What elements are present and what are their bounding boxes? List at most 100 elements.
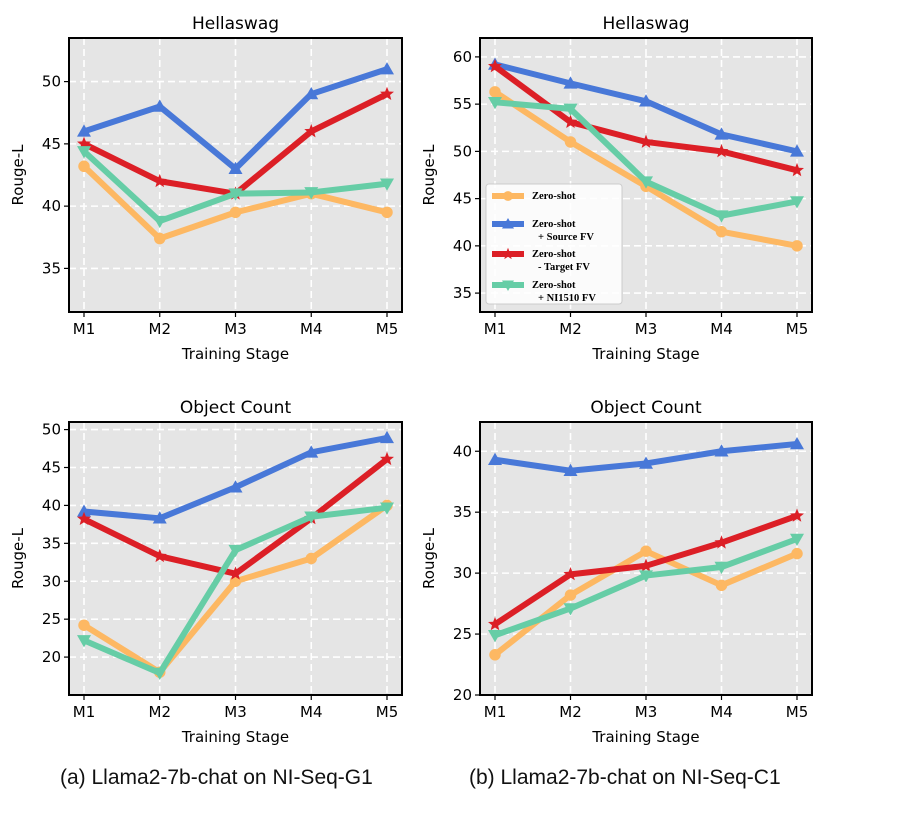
chart-panel-3: M1 M2 M3 M4 M5 20 25 30 35 40 45 50 Object Count Trai…: [9, 398, 403, 746]
data-point-source: [77, 124, 91, 137]
data-point-zeroshot: [489, 649, 501, 661]
chart-title: Hellaswag: [192, 14, 279, 34]
data-point-zeroshot: [489, 86, 501, 98]
data-point-ni1510: [77, 146, 91, 159]
data-point-ni1510: [488, 630, 502, 643]
y-tick-label: 45: [453, 190, 472, 208]
data-point-target: [77, 511, 91, 526]
legend-label-source: + Source FV: [538, 232, 594, 243]
data-point-source: [380, 430, 394, 444]
y-tick-label: 35: [42, 259, 61, 277]
x-tick-label: M3: [224, 703, 247, 721]
x-tick-label: M4: [300, 320, 323, 338]
data-point-source: [639, 456, 653, 469]
y-tick-label: 40: [453, 442, 472, 460]
x-tick-label: M3: [224, 320, 247, 338]
data-point-zeroshot: [381, 206, 393, 219]
data-point-source: [304, 87, 319, 100]
chart-panel-1: M1 M2 M3 M4 M5 35 40 45 50 Hellaswag Training Stag…: [9, 14, 403, 363]
x-tick-label: M5: [786, 703, 809, 721]
legend-label-ni1510: + NI1510 FV: [538, 293, 596, 304]
y-tick-label: 45: [42, 135, 61, 153]
data-point-ni1510: [304, 187, 319, 200]
caption-b: (b) Llama2-7b-chat on NI-Seq-C1: [469, 766, 781, 789]
data-point-ni1510: [563, 603, 578, 616]
data-point-ni1510: [790, 533, 804, 546]
data-point-source: [228, 161, 243, 175]
y-tick-label: 35: [453, 284, 472, 302]
data-point-zeroshot: [78, 160, 90, 173]
chart-title: Hellaswag: [602, 14, 689, 34]
x-tick-label: M1: [73, 703, 96, 721]
x-tick-label: M5: [376, 703, 399, 721]
data-point-zeroshot: [78, 619, 90, 631]
data-point-ni1510: [639, 570, 653, 583]
y-tick-label: 40: [453, 237, 472, 255]
legend-label-zeroshot: Zero-shot: [532, 191, 576, 202]
y-tick-label: 20: [453, 686, 472, 704]
data-point-ni1510: [714, 210, 729, 223]
data-point-target: [563, 114, 578, 129]
data-point-ni1510: [77, 635, 91, 648]
legend-label-target: Zero-shot: [532, 249, 576, 260]
data-point-source: [790, 436, 804, 450]
data-point-target: [790, 162, 804, 177]
data-point-zeroshot: [715, 579, 728, 592]
data-point-target: [304, 124, 319, 138]
data-point-zeroshot: [154, 232, 166, 245]
chart-legend: Zero-shot Zero-shot + Source FV Zero-shot - …: [485, 183, 623, 305]
x-tick-label: M5: [376, 320, 399, 338]
data-point-target: [228, 566, 243, 580]
data-point-source: [488, 452, 502, 466]
data-point-target: [714, 144, 729, 158]
data-point-source: [563, 76, 578, 89]
x-tick-label: M2: [559, 703, 582, 721]
y-tick-label: 25: [42, 610, 61, 628]
y-tick-label: 35: [42, 534, 61, 552]
data-point-source: [714, 127, 729, 140]
chart-title: Object Count: [180, 398, 292, 418]
data-point-target: [488, 616, 502, 631]
x-axis-label: Training Stage: [591, 345, 699, 363]
data-point-source: [639, 94, 653, 107]
legend-label-target: - Target FV: [538, 262, 590, 273]
x-axis-label: Training Stage: [591, 728, 699, 746]
data-point-zeroshot: [229, 575, 242, 587]
legend-marker-source: [502, 218, 514, 229]
data-point-target: [152, 548, 167, 563]
legend-box: [485, 183, 623, 305]
y-tick-label: 40: [42, 496, 61, 514]
data-point-zeroshot: [791, 240, 803, 252]
legend-label-source: Zero-shot: [532, 219, 576, 230]
y-tick-label: 30: [453, 564, 472, 582]
data-point-source: [152, 511, 167, 524]
data-point-ni1510: [488, 96, 502, 110]
legend-marker-ni1510: [502, 280, 514, 291]
y-tick-label: 25: [453, 625, 472, 643]
y-tick-label: 40: [42, 197, 61, 215]
data-point-target: [380, 86, 394, 100]
x-tick-label: M1: [73, 320, 96, 338]
x-tick-label: M1: [484, 703, 507, 721]
data-point-target: [639, 134, 653, 148]
caption-a: (a) Llama2-7b-chat on NI-Seq-G1: [60, 766, 373, 789]
data-point-source: [77, 504, 91, 517]
data-point-ni1510: [563, 103, 578, 116]
chart-panel-2: M1 M2 M3 M4 M5 35 40 45 50 55 60 Hellaswag Training …: [420, 14, 813, 363]
data-point-target: [77, 136, 91, 150]
data-point-zeroshot: [564, 589, 577, 601]
data-point-target: [790, 508, 804, 522]
data-point-target: [380, 451, 394, 466]
data-point-ni1510: [152, 667, 167, 681]
y-axis-label: Rouge-L: [9, 527, 27, 589]
y-tick-label: 30: [42, 572, 61, 590]
x-axis-label: Training Stage: [181, 345, 289, 363]
data-point-source: [790, 144, 804, 157]
x-tick-label: M3: [635, 320, 658, 338]
x-tick-label: M4: [710, 320, 733, 338]
x-tick-label: M1: [484, 320, 507, 338]
legend-marker-target: [502, 247, 514, 260]
data-point-source: [304, 445, 319, 458]
y-tick-label: 35: [453, 503, 472, 521]
y-axis-label: Rouge-L: [420, 527, 438, 589]
